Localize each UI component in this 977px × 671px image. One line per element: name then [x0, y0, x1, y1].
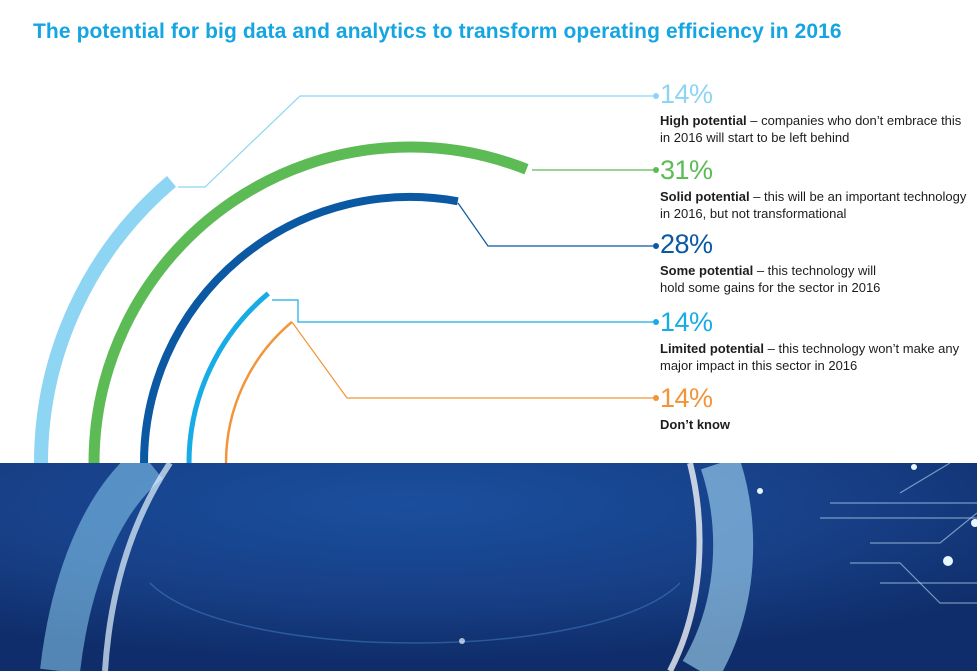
value-label: 28% [660, 229, 713, 259]
category-description: – this technology will hold some gains f… [660, 263, 881, 295]
background-tech-image [0, 463, 977, 671]
legend-item-limited-potential: 14% Limited potential – this technology … [660, 308, 970, 374]
radial-chart [34, 93, 659, 463]
legend-item-dont-know: 14% Don’t know [660, 384, 970, 433]
value-label: 14% [660, 307, 713, 337]
leader-dot-1 [653, 167, 659, 173]
arc-bar-2 [140, 193, 459, 463]
leader-dot-0 [653, 93, 659, 99]
value-label: 31% [660, 155, 713, 185]
category-description: – this technology won’t make any major i… [660, 341, 960, 373]
value-label: 14% [660, 79, 713, 109]
chart-title: The potential for big data and analytics… [33, 20, 842, 43]
leader-line-0 [178, 95, 656, 188]
leader-dot-2 [653, 243, 659, 249]
category-label: Solid potential [660, 189, 750, 204]
legend-item-high-potential: 14% High potential – companies who don’t… [660, 80, 970, 146]
leader-line-2 [457, 202, 656, 247]
category-description: – this will be an important technology i… [660, 189, 967, 221]
legend-item-solid-potential: 31% Solid potential – this will be an im… [660, 156, 970, 222]
category-label: Don’t know [660, 417, 731, 432]
category-label: Some potential [660, 263, 754, 278]
arc-bar-4 [224, 320, 293, 463]
category-description: – companies who don’t embrace this in 20… [660, 113, 962, 145]
category-label: Limited potential [660, 341, 764, 356]
category-label: High potential [660, 113, 747, 128]
leader-line-3 [272, 299, 656, 323]
leader-dot-4 [653, 395, 659, 401]
leader-line-4 [291, 321, 656, 399]
legend-item-some-potential: 28% Some potential – this technology wil… [660, 230, 970, 296]
arc-bar-0 [34, 176, 177, 463]
arc-bar-1 [88, 141, 529, 463]
value-label: 14% [660, 383, 713, 413]
leader-dot-3 [653, 319, 659, 325]
arc-bar-3 [186, 291, 270, 463]
